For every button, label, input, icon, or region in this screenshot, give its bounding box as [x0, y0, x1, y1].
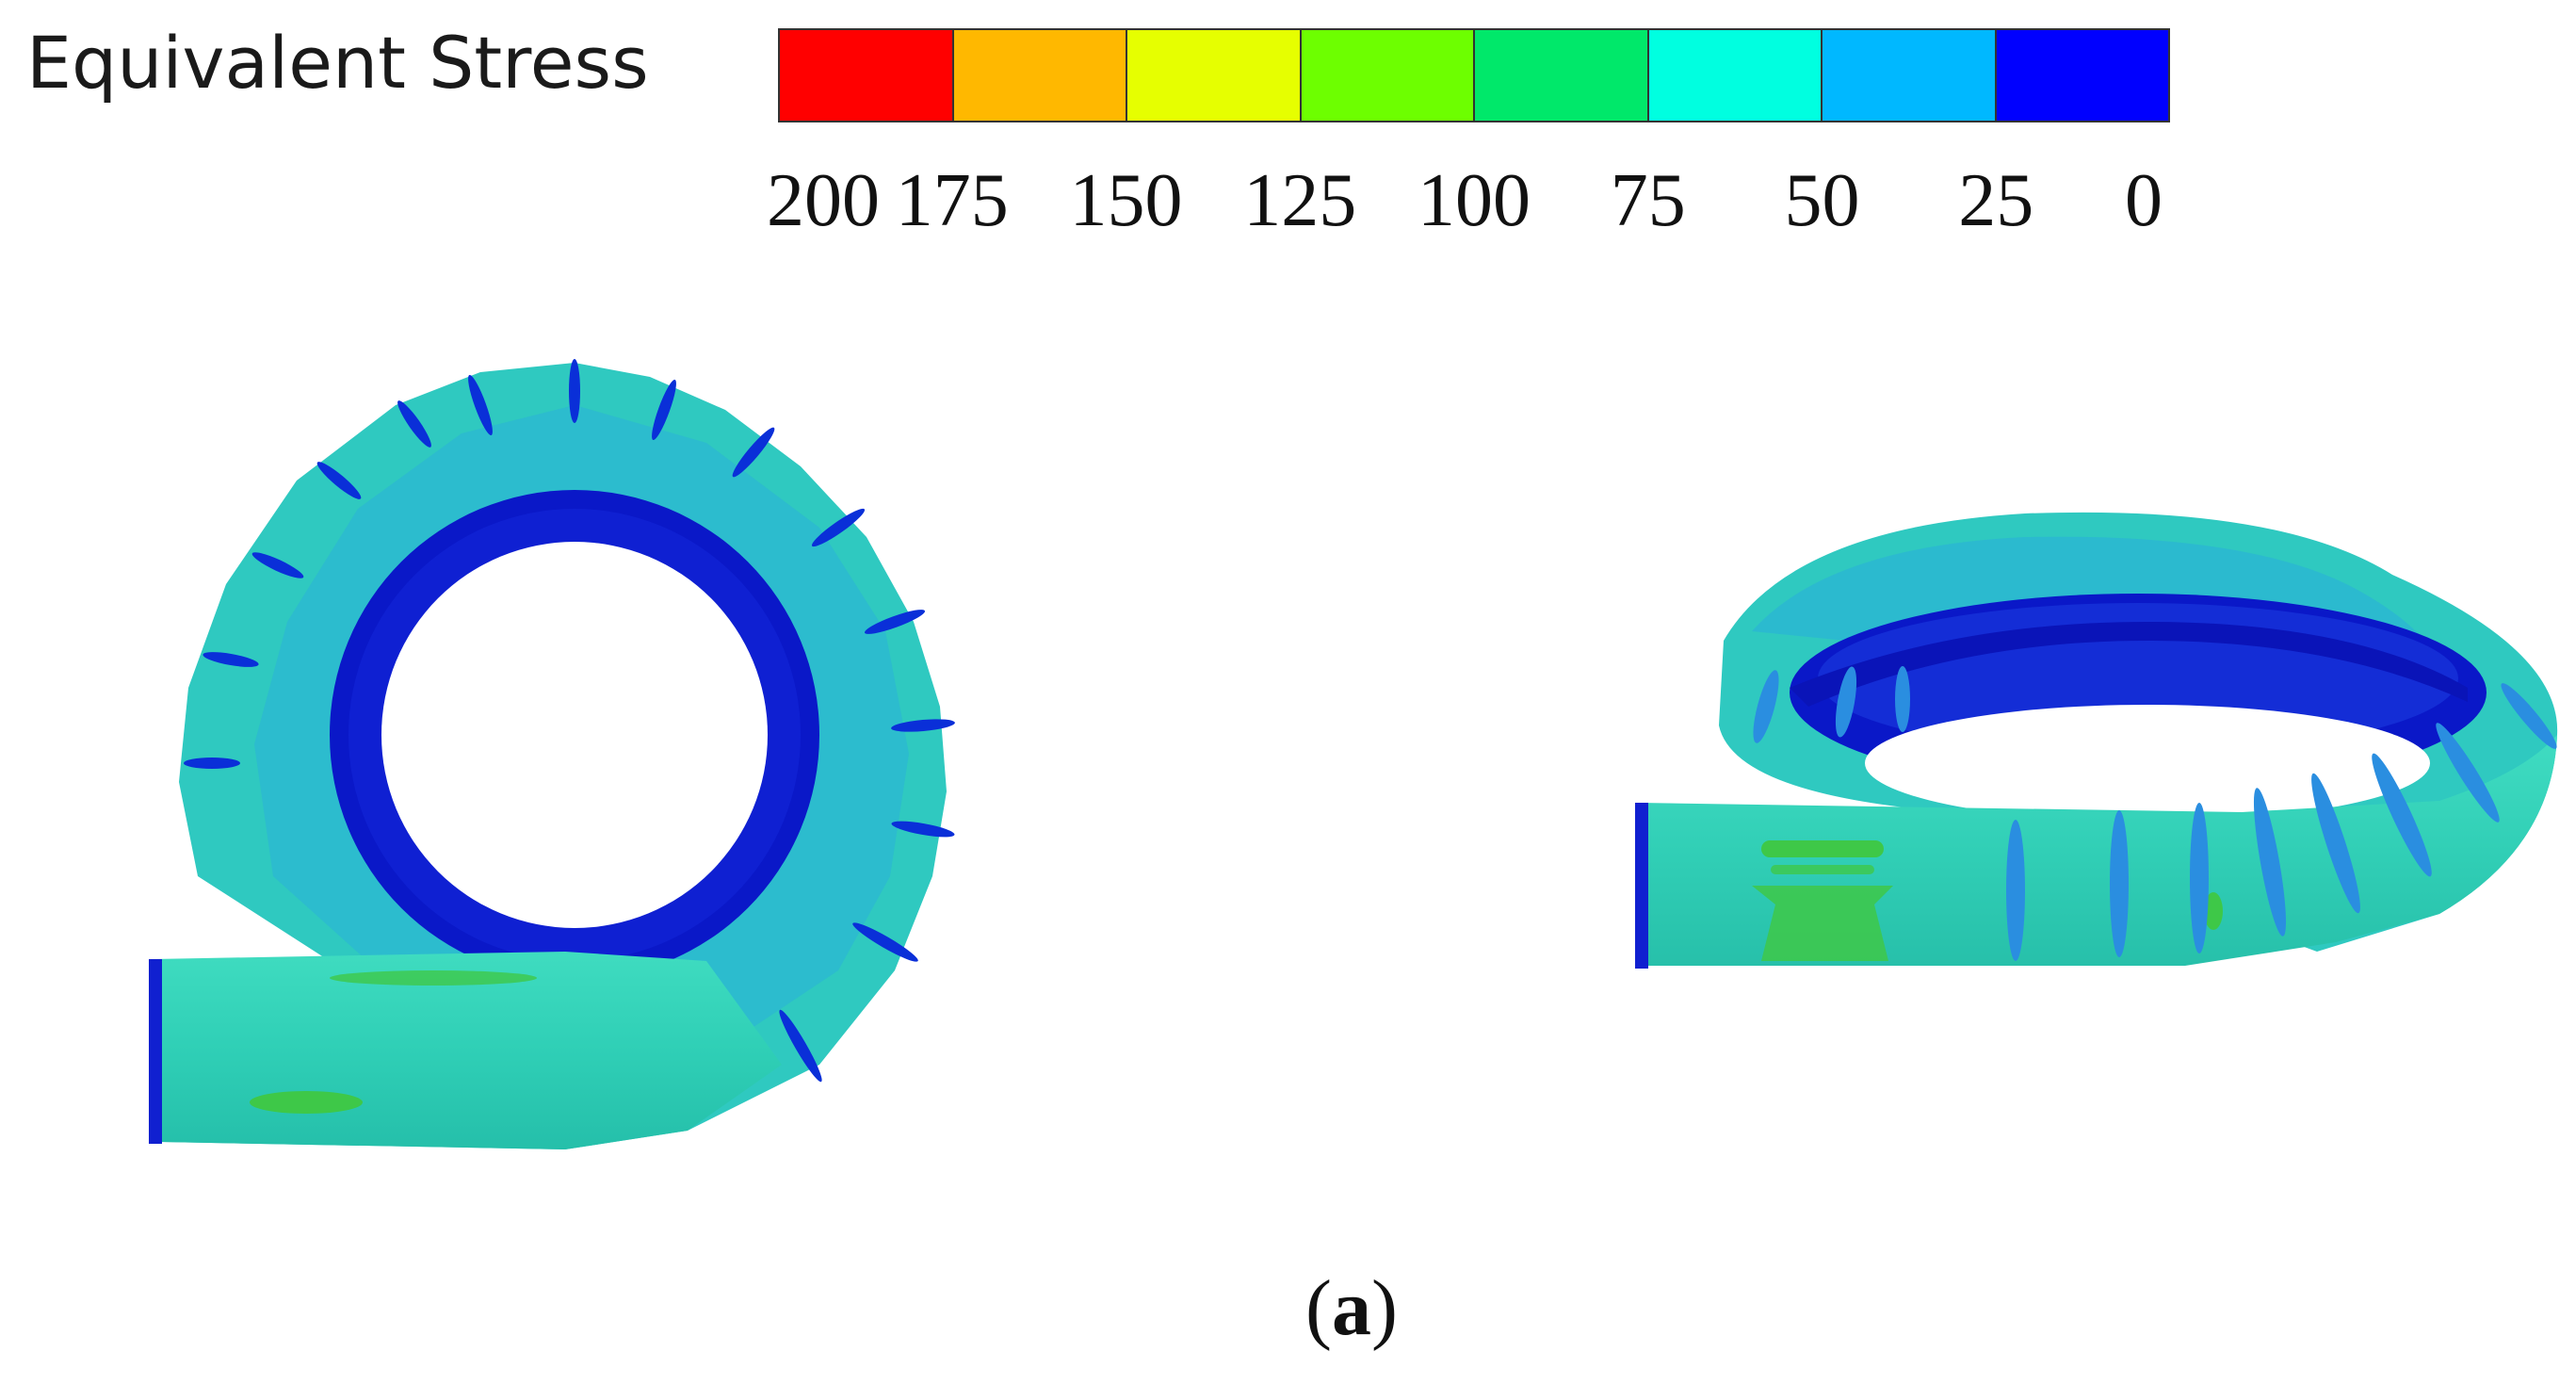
colorbar-swatch: [1475, 30, 1649, 121]
colorbar-tick-label: 25: [1958, 159, 2034, 242]
hotspots: [1752, 840, 2223, 961]
stress-colorbar: [778, 28, 2170, 122]
colorbar-swatch: [1301, 30, 1475, 121]
colorbar-swatch: [953, 30, 1127, 121]
colorbar-tick-label: 175: [895, 159, 1009, 242]
colorbar-tick-label: 50: [1784, 159, 1860, 242]
colorbar-tick-label: 75: [1610, 159, 1686, 242]
inner-bore: [381, 542, 768, 928]
legend-title: Equivalent Stress: [26, 21, 649, 105]
spiral-casing-top-view: [149, 359, 955, 1149]
spiral-casing-perspective-view: [1635, 512, 2558, 969]
colorbar-tick-label: 100: [1418, 159, 1531, 242]
inner-bore: [1865, 705, 2430, 822]
figure-caption: (a): [1305, 1264, 1398, 1352]
casing-ribs: [1753, 666, 2557, 961]
colorbar-swatch: [1996, 30, 2168, 121]
colorbar-tick-label: 0: [2125, 159, 2163, 242]
colorbar-tick-label: 125: [1243, 159, 1357, 242]
colorbar-tick-label: 200: [767, 159, 880, 242]
colorbar-swatch: [1823, 30, 1997, 121]
colorbar-swatch: [780, 30, 954, 121]
hotspot: [250, 1091, 363, 1114]
casing-ribs: [184, 359, 955, 1083]
inlet-flange: [1635, 803, 1648, 969]
colorbar-tick-label: 150: [1069, 159, 1183, 242]
inlet-flange: [149, 959, 162, 1144]
colorbar-swatch: [1127, 30, 1302, 121]
colorbar-swatch: [1648, 30, 1823, 121]
